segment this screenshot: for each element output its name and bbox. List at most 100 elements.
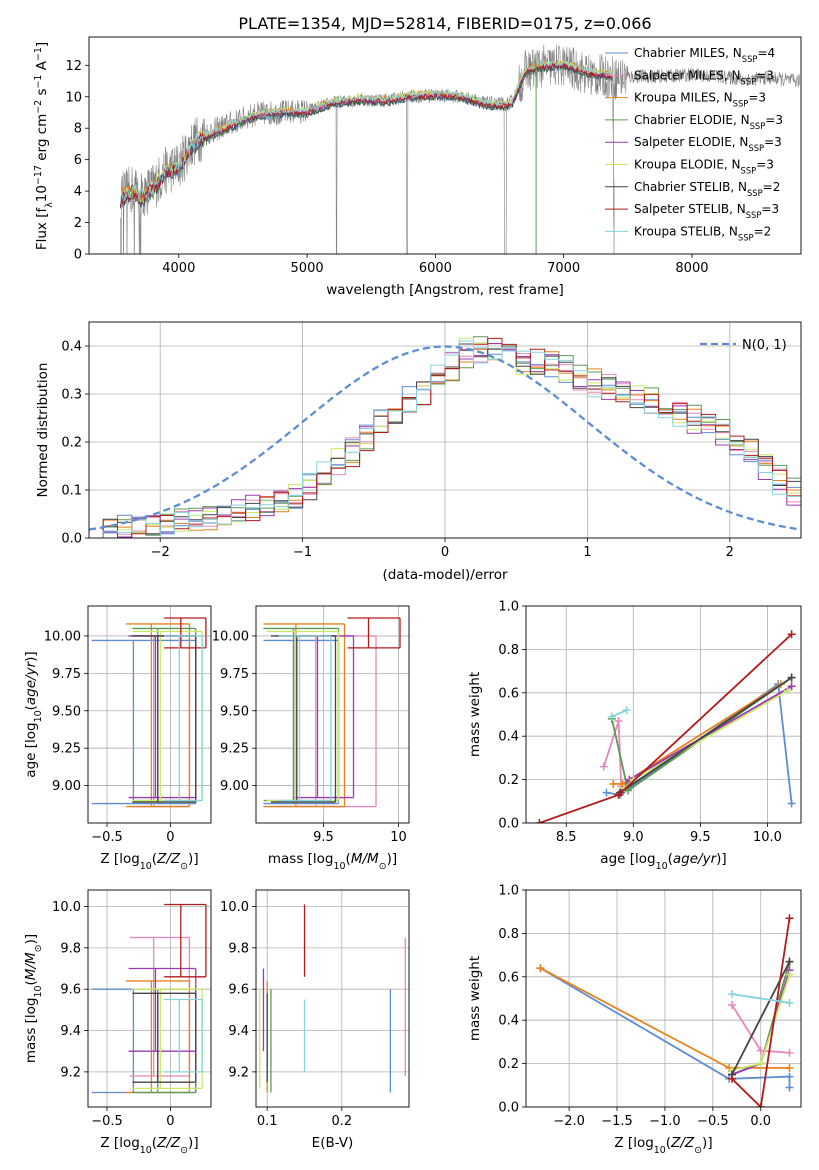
mass-z-axes-ylabel-part: ⊙ [33, 944, 44, 952]
weight-marker-kroupa_miles [536, 964, 545, 973]
mass-ebv-axes-xtick-label: 0.1 [257, 1114, 278, 1129]
legend-label-kroupa_stelib-part: SSP [738, 232, 754, 242]
age-z-axes-frame [87, 605, 212, 824]
age-mass-axes-xlabel-part: ( [346, 851, 351, 867]
residual-axes-ytick-label: 0.2 [61, 436, 82, 451]
age-mass-axes-xtick-label: 10 [390, 830, 407, 845]
mass-ebv-axes-ytick-label: 9.8 [228, 941, 249, 956]
weight-marker-salpeter_miles [728, 1001, 737, 1010]
legend-label-salpeter_stelib-part: =3 [761, 202, 779, 216]
residual-ylabel: Normed distribution [35, 363, 51, 498]
weight-age-axes-xtick-label: 9.5 [690, 830, 711, 845]
spectrum-axes-ytick-label: 4 [74, 185, 82, 200]
legend-label-kroupa_elodie-part: Kroupa ELODIE, N [634, 158, 741, 172]
weight-age-axes: 8.5 9.0 9.5 10.0 0.0 0.2 0.4 0.6 0.8 1.0 age [log1… [467, 600, 802, 872]
weight-marker-kroupa_elodie [783, 686, 792, 695]
age-z-axes-ylabel-part: age/yr [23, 660, 39, 705]
legend-label-chabrier_elodie-part: =3 [765, 113, 783, 127]
age-z-axes-xlabel-part: ⊙ [180, 861, 188, 872]
weight-marker-kroupa_miles [609, 779, 618, 788]
weight-z-axes-xlabel-part: )] [702, 1135, 713, 1151]
legend-label-salpeter_elodie-part: SSP [748, 143, 764, 153]
legend-label-salpeter_miles: Salpeter MILES, NSSP=3 [634, 68, 774, 86]
spectrum-ylabel-part: ] [34, 42, 50, 47]
weight-z-axes-xlabel-part: ⊙ [694, 1145, 702, 1156]
age-z-axes-ylabel: age [log10(age/yr)] [23, 651, 44, 777]
weight-age-axes-ytick-label: 0.8 [498, 643, 519, 658]
weight-line-chabrier_miles [539, 967, 791, 1088]
figure-title: PLATE=1354, MJD=52814, FIBERID=0175, z=0… [238, 14, 651, 33]
weight-marker-salpeter_elodie [787, 682, 796, 691]
spectrum-ylabel-part: −17 [33, 165, 44, 185]
age-z-axes-xtick-label: −0.5 [91, 830, 123, 845]
age-z-axes-xlabel-part: 10 [140, 861, 152, 872]
mass-z-axes-ytick-label: 9.6 [60, 983, 81, 998]
legend-label-kroupa_miles: Kroupa MILES, NSSP=3 [634, 91, 766, 109]
age-z-axes-ytick-label: 9.25 [52, 742, 81, 757]
mass-z-axes-xlabel: Z [log10(Z/Z⊙)] [100, 1135, 198, 1156]
mass-z-axes-xlabel-part: Z/Z [156, 1135, 181, 1151]
residual-axes-xtick-label: 1 [583, 545, 591, 560]
spectrum-axes-plot-area [120, 44, 800, 254]
weight-age-axes-xlabel: age [log10(age/yr)] [600, 851, 726, 872]
weight-marker-salpeter_stelib [785, 914, 794, 923]
legend-label-kroupa_stelib-part: Kroupa STELIB, N [634, 224, 738, 238]
weight-marker-kroupa_elodie [785, 970, 794, 979]
legend-label-salpeter_stelib: Salpeter STELIB, NSSP=3 [634, 202, 779, 220]
legend-label-chabrier_elodie-part: SSP [750, 121, 766, 131]
weight-z-axes-xtick-label: −0.5 [697, 1114, 729, 1129]
spectrum-ylabel-part: −1 [33, 47, 44, 61]
mass-ebv-axes-ytick-label: 9.4 [228, 1024, 249, 1039]
weight-z-axes: −2.0 −1.5 −1.0 −0.5 0.0 0.0 0.2 0.4 0.6 0.8 1.0 Z [… [467, 884, 802, 1156]
age-z-axes-ytick-label: 9.00 [52, 779, 81, 794]
age-z-axes-ytick-label: 9.75 [52, 667, 81, 682]
mass-z-axes-ylabel-part: )] [23, 934, 39, 945]
normal-curve [89, 345, 801, 531]
weight-age-axes-xlabel-part: ( [668, 851, 673, 867]
legend-label-chabrier_stelib-part: =2 [763, 180, 781, 194]
model-spectrum-line-kroupa_stelib [120, 59, 615, 254]
spectrum-ylabel-part: A [34, 60, 50, 74]
legend-label-salpeter_elodie-part: Salpeter ELODIE, N [634, 135, 748, 149]
mass-z-axes-xlabel-part: Z [log [100, 1135, 139, 1151]
weight-age-axes-ytick-label: 0.6 [498, 686, 519, 701]
legend-label-salpeter_miles-part: Salpeter MILES, N [634, 68, 741, 82]
weight-marker-salpeter_stelib [787, 630, 796, 639]
residual-hist-kroupa_stelib [89, 340, 801, 538]
age-mass-axes-xlabel-part: )] [387, 851, 398, 867]
residual-axes-ytick-label: 0.1 [61, 484, 82, 499]
weight-marker-kroupa_miles [618, 779, 627, 788]
age-z-axes-xlabel-part: Z/Z [156, 851, 181, 867]
weight-line-kroupa_stelib [611, 709, 627, 718]
spectrum-axes-ytick-label: 6 [74, 153, 82, 168]
weight-marker-salpeter_miles [785, 1048, 794, 1057]
age-mass-axes-xlabel-part: M/M [351, 851, 379, 867]
age-mass-axes-xlabel-part: ⊙ [379, 861, 387, 872]
weight-z-axes-ytick-label: 0.8 [498, 927, 519, 942]
spectrum-axes-ytick-label: 2 [74, 216, 82, 231]
spectrum-axes-xtick-label: 7000 [547, 261, 580, 276]
legend-label-kroupa_miles-part: =3 [748, 91, 766, 105]
mass-ebv-axes-xlabel-part: E(B-V) [312, 1135, 354, 1151]
model-spectrum-line-salpeter_miles [120, 62, 615, 254]
mass-ebv-axes-xlabel: E(B-V) [312, 1135, 354, 1151]
legend-label-kroupa_miles-part: SSP [733, 99, 749, 109]
weight-z-axes-ytick-label: 0.6 [498, 970, 519, 985]
spectrum-axes-xtick-label: 6000 [419, 261, 452, 276]
weight-z-axes-xtick-label: −1.5 [601, 1114, 633, 1129]
weight-z-axes-ytick-label: 0.4 [498, 1014, 519, 1029]
weight-z-axes-ytick-label: 0.0 [498, 1101, 519, 1116]
model-spectrum-line-salpeter_elodie [120, 62, 615, 254]
weight-marker-kroupa_miles [785, 1063, 794, 1072]
weight-z-axes-xlabel-part: ( [666, 1135, 671, 1151]
legend-label-salpeter_miles-part: SSP [741, 76, 757, 86]
age-mass-axes-ytick-label: 9.25 [220, 742, 249, 757]
weight-marker-chabrier_miles [602, 788, 611, 797]
spectrum-ylabel-part: λ [44, 202, 55, 208]
residual-axes-ytick-label: 0.0 [61, 532, 82, 547]
residual-axes-ytick-label: 0.3 [61, 388, 82, 403]
age-z-axes-ytick-label: 10.00 [44, 629, 81, 644]
legend-label-chabrier_stelib-part: SSP [747, 188, 763, 198]
age-mass-axes-ytick-label: 9.00 [220, 779, 249, 794]
